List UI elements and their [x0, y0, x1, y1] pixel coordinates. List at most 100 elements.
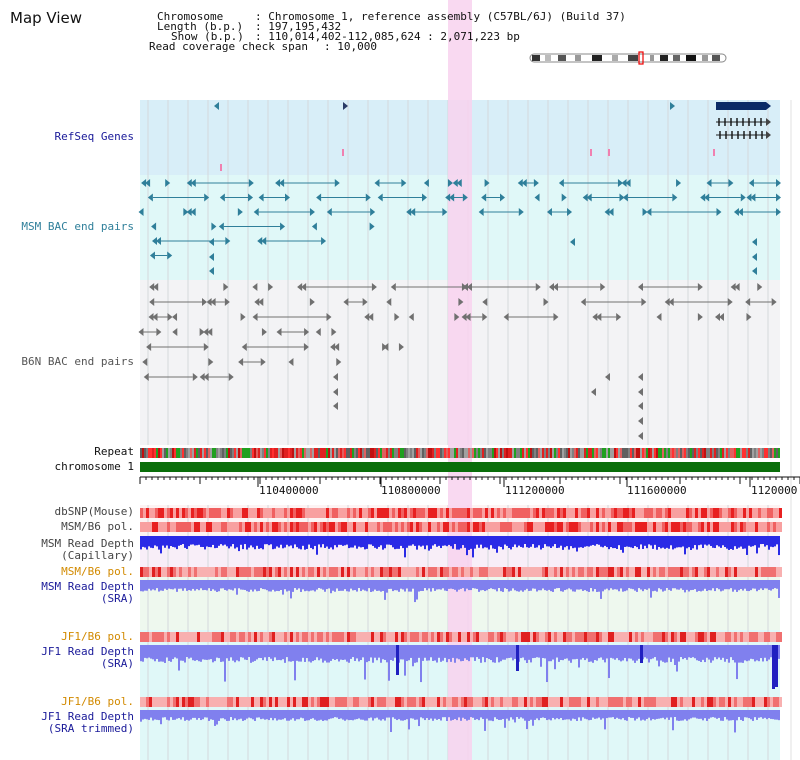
repeat-segment: [208, 448, 210, 458]
dbsnp-track-cell: [560, 508, 563, 518]
jf1-b6-pol-track-1-cell: [437, 632, 440, 642]
track-label-jf1-b6-pol-2[interactable]: JF1/B6 pol.: [61, 695, 134, 708]
jf1-b6-pol-track-1-cell: [641, 632, 644, 642]
msm-b6-pol-track-2-cell: [194, 567, 197, 577]
msm-depth-capillary-track-bar: [172, 536, 174, 547]
repeat-segment: [592, 448, 594, 458]
jf1-b6-pol-track-2-cell: [692, 697, 695, 707]
repeat-segment: [702, 448, 704, 458]
msm-depth-sra-track-bar: [148, 580, 150, 589]
repeat-segment: [446, 448, 448, 458]
track-label-repeat[interactable]: Repeat: [94, 445, 134, 458]
msm-b6-pol-track-1-cell: [356, 522, 359, 532]
msm-b6-pol-track-1-cell: [233, 522, 236, 532]
dbsnp-track-cell: [602, 508, 605, 518]
b6n-bac-pair-end: [156, 328, 162, 336]
b6n-bac-pair-end: [482, 313, 488, 321]
msm-b6-pol-track-1-cell: [341, 522, 344, 532]
msm-bac-pair-end: [706, 179, 712, 187]
dbsnp-track-cell: [404, 508, 407, 518]
repeat-segment: [334, 448, 336, 458]
repeat-segment: [576, 448, 578, 458]
jf1-depth-sra-track-bar: [492, 645, 494, 663]
track-label-msm-b6-pol-2[interactable]: MSM/B6 pol.: [61, 565, 134, 578]
jf1-depth-trimmed-track-bar: [302, 710, 304, 719]
msm-depth-sra-track-bar: [304, 580, 306, 592]
msm-b6-pol-track-1-cell: [482, 522, 485, 532]
jf1-depth-sra-track-bar: [416, 645, 418, 663]
msm-depth-capillary-track-bar: [258, 536, 260, 549]
jf1-b6-pol-track-2-cell: [242, 697, 245, 707]
jf1-b6-pol-track-2-cell: [551, 697, 554, 707]
msm-depth-sra-track-bar: [558, 580, 560, 589]
repeat-segment: [510, 448, 512, 458]
dbsnp-track-cell: [296, 508, 299, 518]
jf1-depth-sra-track-bar: [364, 645, 366, 680]
track-label-msm-bac[interactable]: MSM BAC end pairs: [21, 220, 134, 233]
track-label-jf1-depth-trimmed[interactable]: JF1 Read Depth: [41, 710, 134, 723]
track-label-chromosome[interactable]: chromosome 1: [54, 460, 134, 473]
msm-depth-capillary-track-bar: [286, 536, 288, 545]
track-label-b6n-bac[interactable]: B6N BAC end pairs: [21, 355, 134, 368]
msm-b6-pol-track-2-cell: [317, 567, 320, 577]
repeat-segment: [218, 448, 220, 458]
track-label-msm-b6-pol-1[interactable]: MSM/B6 pol.: [61, 520, 134, 533]
msm-depth-sra-track-bar: [666, 580, 668, 589]
msm-depth-sra-track-bar: [648, 580, 650, 589]
b6n-bac-pair-end: [146, 343, 152, 351]
msm-depth-sra-track-bar: [776, 580, 778, 589]
msm-depth-capillary-track-bar: [336, 536, 338, 548]
msm-depth-sra-track-bar: [746, 580, 748, 591]
repeat-segment: [308, 448, 310, 458]
jf1-depth-trimmed-track-bar: [188, 710, 190, 721]
jf1-b6-pol-track-2-cell: [491, 697, 494, 707]
jf1-depth-trimmed-track-bar: [584, 710, 586, 719]
repeat-segment: [374, 448, 376, 458]
jf1-depth-sra-track-bar: [584, 645, 586, 661]
msm-b6-pol-track-1-cell: [278, 522, 281, 532]
msm-depth-capillary-track-bar: [288, 536, 290, 547]
msm-depth-sra-track-bar: [684, 580, 686, 593]
msm-b6-pol-track-2-cell: [716, 567, 719, 577]
msm-b6-pol-track-2-cell: [377, 567, 380, 577]
jf1-depth-trimmed-track-bar: [338, 710, 340, 720]
track-label-jf1-depth-sra[interactable]: JF1 Read Depth: [41, 645, 134, 658]
msm-depth-sra-track-bar: [478, 580, 480, 592]
msm-depth-sra-track-bar: [720, 580, 722, 592]
jf1-depth-sra-track-bar: [144, 645, 146, 658]
msm-bac-pair-end: [248, 193, 254, 202]
jf1-b6-pol-track-1-cell: [233, 632, 236, 642]
track-label-msm-depth-sra[interactable]: MSM Read Depth: [41, 580, 134, 593]
msm-b6-pol-track-2-cell: [614, 567, 617, 577]
jf1-depth-trimmed-track-bar: [762, 710, 764, 719]
msm-depth-sra-track-bar: [570, 580, 572, 590]
repeat-segment: [192, 448, 194, 458]
msm-bac-pair-end: [704, 193, 710, 202]
track-label-refseq[interactable]: RefSeq Genes: [54, 130, 134, 143]
track-label-msm-depth-capillary[interactable]: MSM Read Depth: [41, 537, 134, 550]
repeat-segment: [540, 448, 542, 458]
msm-depth-capillary-track-bar: [426, 536, 428, 546]
jf1-depth-sra-track-bar: [544, 645, 546, 659]
repeat-segment: [596, 448, 598, 458]
track-label-dbsnp[interactable]: dbSNP(Mouse): [54, 505, 134, 518]
jf1-depth-trimmed-track-bar: [364, 710, 366, 721]
dbsnp-track-cell: [314, 508, 317, 518]
repeat-segment: [492, 448, 494, 458]
right-gutter: [780, 100, 800, 760]
jf1-depth-trimmed-track-bar: [744, 710, 746, 718]
jf1-depth-sra-track-bar: [360, 645, 362, 661]
msm-depth-sra-track-bar: [664, 580, 666, 591]
jf1-depth-sra-track-bar: [650, 645, 652, 660]
jf1-depth-sra-track-bar: [350, 645, 352, 659]
repeat-segment: [242, 448, 244, 458]
msm-depth-sra-track-bar: [418, 580, 420, 592]
msm-b6-pol-track-2-cell: [722, 567, 725, 577]
repeat-segment: [526, 448, 528, 458]
track-label-jf1-b6-pol-1[interactable]: JF1/B6 pol.: [61, 630, 134, 643]
jf1-depth-trimmed-track-bar: [478, 710, 480, 721]
msm-bac-pair-end: [452, 179, 458, 187]
jf1-depth-trimmed-track-bar: [362, 710, 364, 720]
msm-depth-sra-track-bar: [676, 580, 678, 590]
